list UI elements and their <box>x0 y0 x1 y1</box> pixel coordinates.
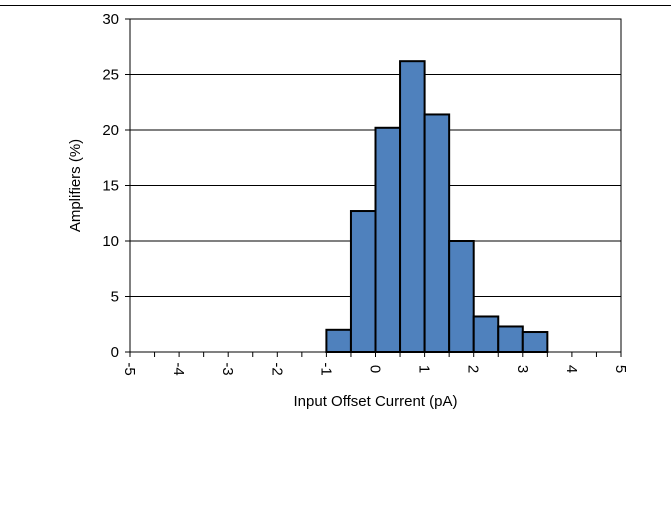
y-tick-label: 10 <box>102 233 119 250</box>
x-tick-label: -4 <box>170 362 187 375</box>
histogram-bar <box>423 113 451 353</box>
x-tick-label: 0 <box>367 365 384 373</box>
y-tick-labels: 0 5 10 15 20 25 30 <box>102 11 119 361</box>
histogram-bar <box>374 126 402 353</box>
histogram-bar <box>472 315 500 354</box>
histogram-bar <box>448 240 475 353</box>
histogram-bar <box>497 325 524 354</box>
x-axis-title: Input Offset Current (pA) <box>294 393 458 410</box>
x-tick-label: 3 <box>514 365 531 373</box>
y-tick-label: 0 <box>111 344 119 361</box>
x-tick-label: 2 <box>465 365 482 373</box>
y-tick-label: 15 <box>102 178 119 195</box>
x-tick-label: 4 <box>563 365 580 373</box>
histogram-bar <box>399 60 426 354</box>
y-tick-label: 5 <box>111 289 119 306</box>
x-tick-label: -5 <box>121 362 138 375</box>
x-tick-label: 5 <box>612 365 629 373</box>
top-rule <box>0 5 671 6</box>
x-tick-labels: -5 -4 -3 -2 -1 0 1 2 3 4 5 <box>121 362 629 375</box>
x-tick-label: -1 <box>317 362 334 375</box>
y-axis-title: Amplifiers (%) <box>67 139 84 232</box>
x-tick-label: -3 <box>219 362 236 375</box>
y-tick-label: 20 <box>102 122 119 139</box>
x-tick-label: 1 <box>416 365 433 373</box>
x-tick-label: -2 <box>268 362 285 375</box>
histogram-bar <box>325 328 352 353</box>
y-tick-label: 25 <box>102 67 119 84</box>
histogram-bar <box>349 210 377 353</box>
axes <box>125 18 622 357</box>
y-tick-label: 30 <box>102 11 119 28</box>
histogram-bar <box>521 331 549 353</box>
bars <box>325 60 549 354</box>
